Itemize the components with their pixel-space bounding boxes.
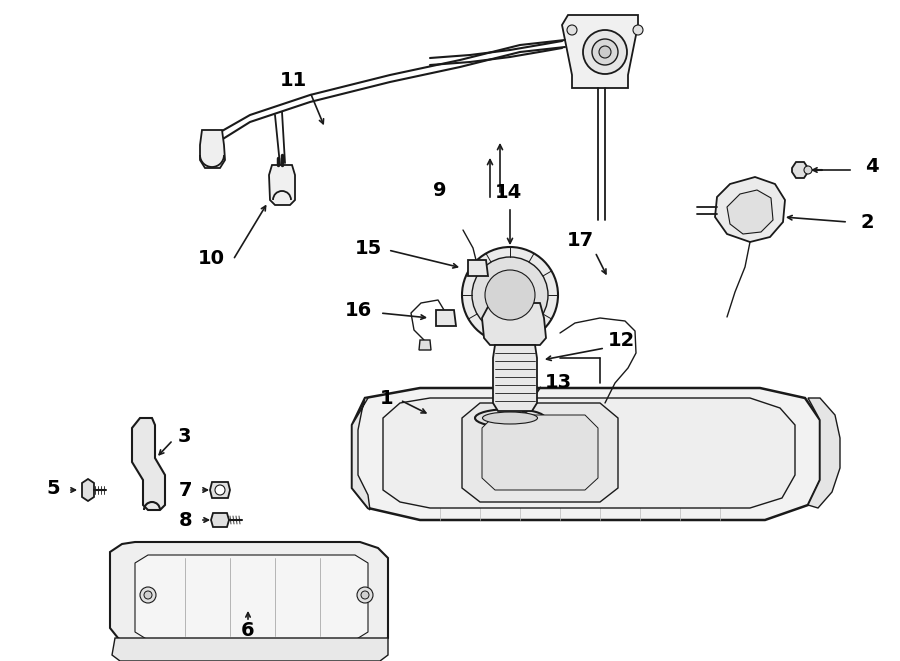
Text: 3: 3: [178, 428, 192, 446]
Ellipse shape: [475, 409, 545, 427]
Text: 16: 16: [345, 301, 372, 319]
Circle shape: [215, 485, 225, 495]
Circle shape: [472, 257, 548, 333]
Polygon shape: [462, 403, 618, 502]
Polygon shape: [269, 165, 295, 205]
Polygon shape: [792, 162, 808, 178]
Polygon shape: [383, 398, 795, 508]
Polygon shape: [493, 345, 537, 411]
Text: 11: 11: [279, 71, 307, 89]
Polygon shape: [727, 190, 773, 234]
Text: 8: 8: [178, 510, 192, 529]
Polygon shape: [352, 388, 820, 520]
Polygon shape: [715, 177, 785, 242]
Text: 9: 9: [433, 180, 446, 200]
Text: 13: 13: [545, 373, 572, 391]
Text: 1: 1: [380, 389, 393, 407]
Polygon shape: [132, 418, 165, 510]
Text: 6: 6: [241, 621, 255, 639]
Text: 14: 14: [494, 184, 522, 202]
Text: 15: 15: [355, 239, 382, 258]
Text: 17: 17: [566, 231, 594, 249]
Circle shape: [567, 25, 577, 35]
Circle shape: [583, 30, 627, 74]
Circle shape: [804, 166, 812, 174]
Polygon shape: [352, 398, 370, 510]
Polygon shape: [436, 310, 456, 326]
Text: 12: 12: [608, 330, 635, 350]
Circle shape: [599, 46, 611, 58]
Text: 10: 10: [198, 249, 225, 268]
Polygon shape: [135, 555, 368, 640]
Polygon shape: [562, 15, 638, 88]
Text: 5: 5: [47, 479, 60, 498]
Polygon shape: [210, 482, 230, 498]
Circle shape: [144, 591, 152, 599]
Polygon shape: [468, 260, 488, 276]
Ellipse shape: [482, 412, 537, 424]
Polygon shape: [110, 542, 388, 648]
Circle shape: [633, 25, 643, 35]
Polygon shape: [200, 130, 225, 168]
Circle shape: [361, 591, 369, 599]
Polygon shape: [112, 638, 388, 661]
Polygon shape: [211, 513, 229, 527]
Text: 4: 4: [865, 157, 878, 176]
Circle shape: [357, 587, 373, 603]
Polygon shape: [419, 340, 431, 350]
Circle shape: [592, 39, 618, 65]
Circle shape: [485, 270, 535, 320]
Text: 2: 2: [860, 212, 874, 231]
Text: 7: 7: [178, 481, 192, 500]
Polygon shape: [482, 415, 598, 490]
Polygon shape: [808, 398, 840, 508]
Circle shape: [140, 587, 156, 603]
Polygon shape: [82, 479, 94, 501]
Polygon shape: [482, 303, 546, 345]
Circle shape: [462, 247, 558, 343]
